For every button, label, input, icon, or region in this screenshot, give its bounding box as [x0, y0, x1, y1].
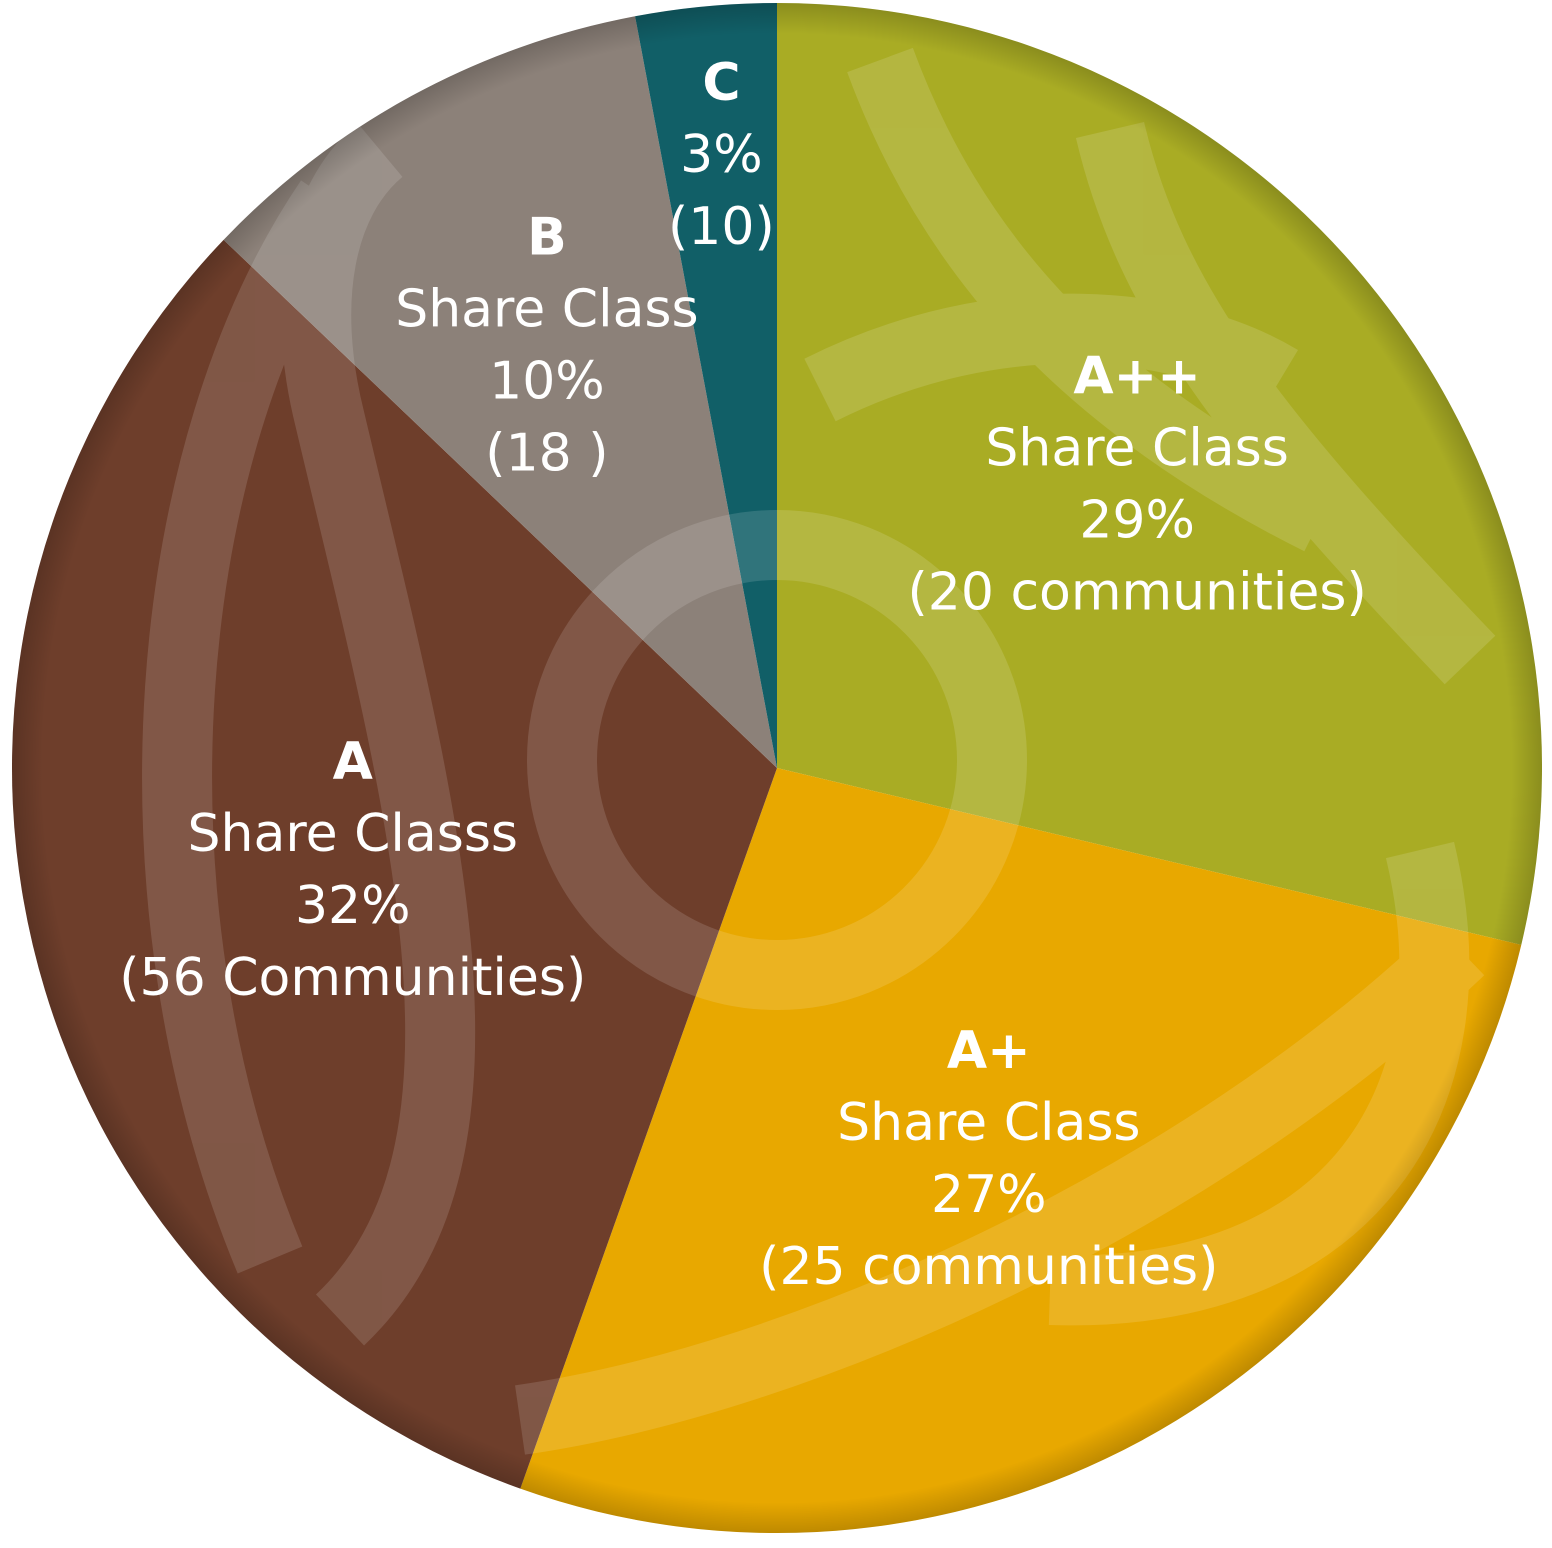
slice-label-percent-label: 27%: [931, 1165, 1047, 1225]
slice-label-label: B: [527, 208, 567, 268]
slice-label-label: C: [702, 53, 740, 113]
slice-label-count-label: (25 communities): [759, 1237, 1218, 1297]
slice-label-label: A: [333, 732, 373, 792]
slice-label-aplusplus: A++ Share Class 29% (20 communities): [907, 347, 1366, 623]
slice-label-line2: Share Class: [837, 1093, 1140, 1153]
slice-label-count-label: (18 ): [485, 424, 608, 484]
slice-label-line2: Share Classs: [188, 804, 518, 864]
slice-label-a: A Share Classs 32% (56 Communities): [119, 732, 586, 1008]
slice-label-label: A++: [1073, 347, 1200, 407]
slice-label-aplus: A+ Share Class 27% (25 communities): [759, 1021, 1218, 1297]
slice-label-percent-label: 10%: [489, 352, 605, 412]
slice-label-b: B Share Class 10% (18 ): [395, 208, 698, 484]
slice-label-percent-label: 3%: [680, 125, 763, 185]
slice-label-line2: Share Class: [395, 280, 698, 340]
slice-label-line2: Share Class: [985, 419, 1288, 479]
pie-rim-shade: [12, 3, 1542, 1533]
slice-label-count-label: (10): [668, 197, 775, 257]
slice-labels: A++ Share Class 29% (20 communities) A+ Share…: [119, 53, 1366, 1297]
slice-label-count-label: (56 Communities): [119, 948, 586, 1008]
slice-label-label: A+: [947, 1021, 1031, 1081]
slice-label-c: C 3% (10): [668, 53, 775, 257]
slice-label-count-label: (20 communities): [907, 563, 1366, 623]
slice-label-percent-label: 29%: [1079, 491, 1195, 551]
slice-label-percent-label: 32%: [295, 876, 411, 936]
